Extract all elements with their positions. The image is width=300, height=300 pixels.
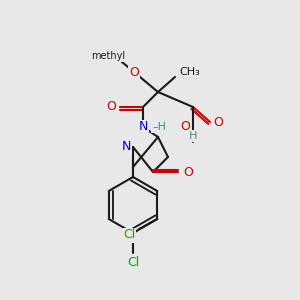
Text: O: O [213, 116, 223, 128]
Text: Cl: Cl [123, 229, 135, 242]
Text: O: O [106, 100, 116, 113]
Text: methyl: methyl [91, 51, 125, 61]
Text: N: N [138, 121, 148, 134]
Text: O: O [183, 166, 193, 178]
Text: N: N [121, 140, 131, 154]
Text: H: H [189, 131, 197, 141]
Text: O: O [129, 65, 139, 79]
Text: O: O [180, 121, 190, 134]
Text: –H: –H [152, 122, 166, 132]
Text: Cl: Cl [127, 256, 139, 269]
Text: CH₃: CH₃ [180, 67, 200, 77]
